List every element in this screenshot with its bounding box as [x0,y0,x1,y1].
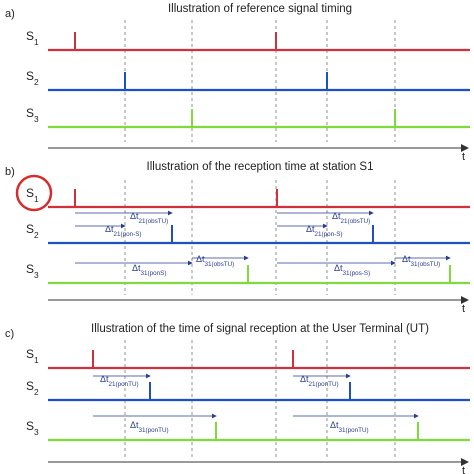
row-label: S1 [26,29,39,47]
time-label: t [462,303,465,315]
row-label: S2 [26,379,39,397]
row-label: S3 [26,262,39,280]
highlight-circle [15,174,53,212]
time-label: t [462,151,465,163]
interval-label: Δt21(obsTU) [332,211,370,225]
panel-label: c) [5,328,14,340]
interval-label-main: Δt [105,224,114,234]
row-label: S2 [26,69,39,87]
row-label-sub: 1 [34,37,39,47]
interval-label: Δt21(pon-S) [105,224,142,238]
row-label-sub: 3 [34,427,39,437]
interval-label: Δt31(ponTU) [130,420,169,434]
row-label-sub: 1 [34,355,39,365]
interval-label-sub: 21(ponTU) [309,381,339,388]
interval-label: Δt21(ponTU) [300,374,339,388]
row-label: S3 [26,106,39,124]
row-label-sub: 2 [34,77,39,87]
row-label-main: S [26,186,34,200]
interval-label: Δt31(obsTU) [402,254,440,268]
row-label-main: S [26,222,34,236]
interval-label-sub: 21(pon-S) [315,231,343,238]
panel-label: b) [5,166,15,178]
interval-label-main: Δt [334,263,343,273]
interval-label-main: Δt [130,420,139,430]
interval-label: Δt31(pos-S) [334,263,370,277]
interval-label-main: Δt [130,211,139,221]
row-label-main: S [26,106,34,120]
interval-label-sub: 31(ponTU) [139,427,169,434]
row-label-sub: 2 [34,230,39,240]
interval-label-sub: 21(obsTU) [139,218,169,225]
interval-label-main: Δt [100,374,109,384]
interval-label-main: Δt [402,254,411,264]
interval-label: Δt31(obsTU) [196,254,234,268]
row-label: S2 [26,222,39,240]
panel-title: Illustration of the time of signal recep… [91,323,429,335]
interval-label-sub: 31(pos-S) [343,270,371,277]
interval-label: Δt21(pon-S) [306,224,343,238]
time-label: t [462,465,465,474]
interval-label-sub: 21(obsTU) [341,218,371,225]
row-label-sub: 3 [34,270,39,280]
row-label-main: S [26,379,34,393]
panel-label: a) [5,8,15,20]
row-label-sub: 3 [34,114,39,124]
interval-label: Δt31(ponS) [132,263,166,277]
interval-label-main: Δt [332,211,341,221]
row-label: S1 [26,347,39,365]
interval-label-main: Δt [132,263,141,273]
interval-label-sub: 31(obsTU) [411,261,441,268]
interval-label: Δt21(obsTU) [130,211,168,225]
interval-label-sub: 21(pon-S) [114,231,142,238]
row-label-main: S [26,419,34,433]
interval-label-sub: 31(ponTU) [339,427,369,434]
panel-title: Illustration of the reception time at st… [147,161,374,173]
interval-label-main: Δt [306,224,315,234]
interval-label-sub: 31(obsTU) [205,261,235,268]
row-label-sub: 1 [34,194,39,204]
interval-label-sub: 21(ponTU) [109,381,139,388]
row-label-sub: 2 [34,387,39,397]
row-label-main: S [26,69,34,83]
row-label: S3 [26,419,39,437]
interval-label: Δt21(ponTU) [100,374,139,388]
interval-label-main: Δt [300,374,309,384]
row-label: S1 [26,186,39,204]
row-label-main: S [26,347,34,361]
row-label-main: S [26,29,34,43]
interval-label: Δt31(ponTU) [330,420,369,434]
interval-label-sub: 31(ponS) [141,270,167,277]
panel-title: Illustration of reference signal timing [168,3,352,15]
row-label-main: S [26,262,34,276]
interval-label-main: Δt [330,420,339,430]
interval-label-main: Δt [196,254,205,264]
